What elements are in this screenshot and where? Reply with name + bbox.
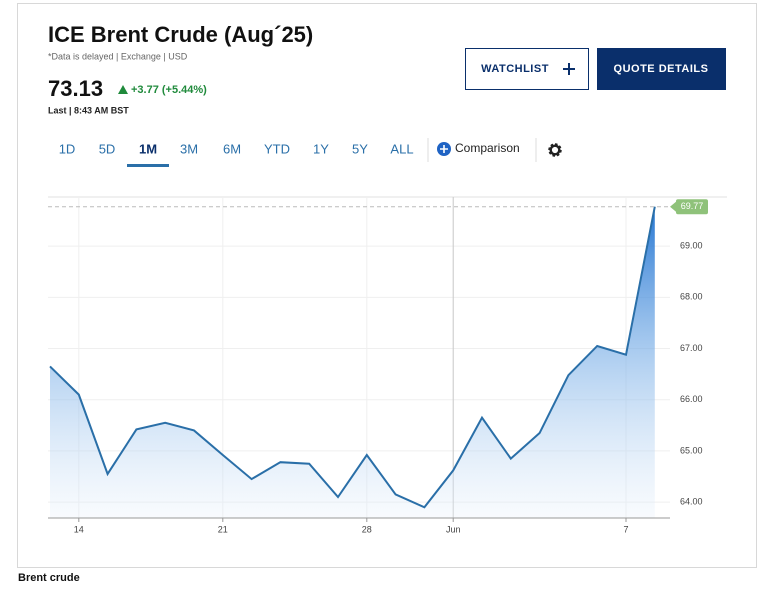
- settings-icon[interactable]: [548, 143, 562, 157]
- range-tab[interactable]: 1D: [59, 141, 76, 156]
- y-tick-label: 69.00: [680, 241, 703, 251]
- y-tick-label: 66.00: [680, 394, 703, 404]
- x-tick-label: 28: [362, 524, 372, 534]
- y-tick-label: 64.00: [680, 497, 703, 507]
- title: ICE Brent Crude (Aug´25): [48, 22, 313, 47]
- range-tab[interactable]: 1Y: [313, 141, 329, 156]
- quote-details-button[interactable]: [597, 48, 726, 90]
- panel-border: [17, 3, 757, 568]
- badge-pointer: [670, 201, 676, 212]
- comparison-plus[interactable]: [440, 145, 448, 153]
- range-tab[interactable]: 3M: [180, 141, 198, 156]
- note: *Data is delayed | Exchange | USD: [48, 51, 188, 61]
- change: +3.77 (+5.44%): [131, 84, 207, 96]
- watchlist-label[interactable]: WATCHLIST: [481, 63, 549, 75]
- x-tick-label: Jun: [446, 524, 461, 534]
- caption: Brent crude: [18, 572, 80, 584]
- price: 73.13: [48, 76, 103, 101]
- last-price-label: 69.77: [681, 201, 704, 211]
- last-time: Last | 8:43 AM BST: [48, 105, 129, 115]
- y-tick-label: 65.00: [680, 445, 703, 455]
- range-tab[interactable]: 6M: [223, 141, 241, 156]
- last-price-badge: [676, 199, 708, 215]
- active-tab-underline: [127, 164, 169, 167]
- gear-body[interactable]: [549, 144, 561, 156]
- plus-icon[interactable]: [563, 63, 575, 75]
- x-tick-label: 7: [623, 524, 628, 534]
- range-tab[interactable]: YTD: [264, 141, 290, 156]
- range-tab[interactable]: ALL: [390, 141, 413, 156]
- x-tick-label: 21: [218, 524, 228, 534]
- up-arrow: [118, 85, 128, 94]
- range-tab[interactable]: 5D: [99, 141, 116, 156]
- comparison-label[interactable]: Comparison: [455, 141, 520, 155]
- chart: 64.00 65.00 66.00 67.00 68.00 69.00 14 21 28 Jun 7…: [48, 196, 727, 534]
- range-tab[interactable]: 1M: [139, 141, 157, 156]
- price-line: [49, 206, 656, 509]
- y-tick-label: 68.00: [680, 292, 703, 302]
- y-tick-label: 67.00: [680, 343, 703, 353]
- area: [50, 206, 655, 518]
- range-tab[interactable]: 5Y: [352, 141, 368, 156]
- x-tick-label: 14: [74, 524, 84, 534]
- quote-details-label[interactable]: QUOTE DETAILS: [614, 63, 709, 75]
- range-tabs: 1D 5D 1M 3M 6M YTD 1Y 5Y ALL: [59, 141, 414, 167]
